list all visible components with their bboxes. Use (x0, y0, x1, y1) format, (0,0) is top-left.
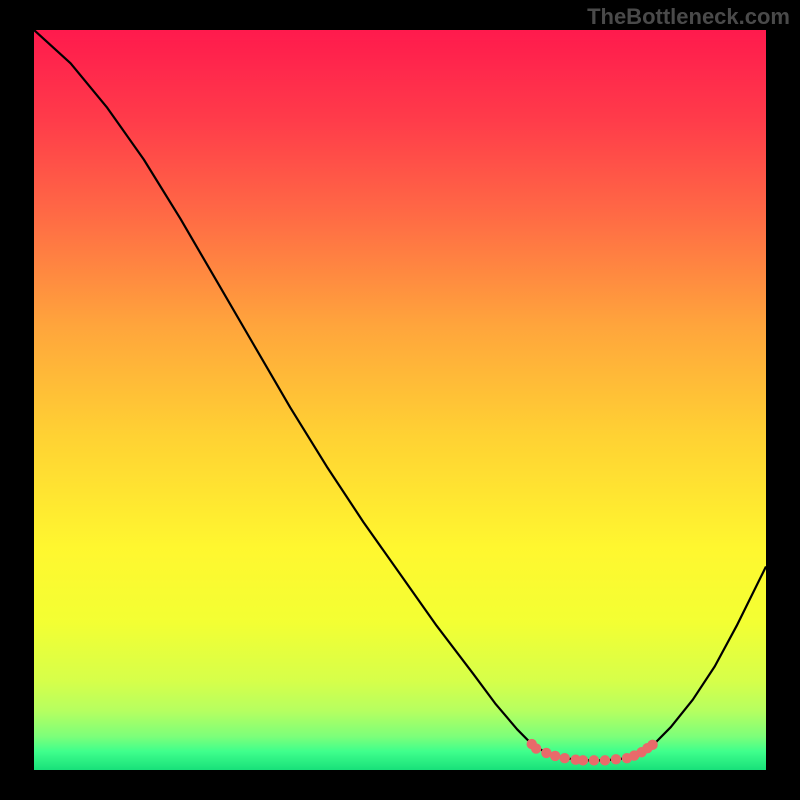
chart-plot-area (34, 30, 766, 770)
optimal-range-dot (531, 743, 541, 753)
watermark-text: TheBottleneck.com (587, 4, 790, 30)
optimal-range-dot (600, 755, 610, 765)
chart-background (34, 30, 766, 770)
optimal-range-dot (647, 740, 657, 750)
optimal-range-dot (589, 755, 599, 765)
optimal-range-dot (578, 755, 588, 765)
optimal-range-dot (611, 754, 621, 764)
optimal-range-dot (550, 751, 560, 761)
optimal-range-dot (560, 753, 570, 763)
chart-svg (34, 30, 766, 770)
